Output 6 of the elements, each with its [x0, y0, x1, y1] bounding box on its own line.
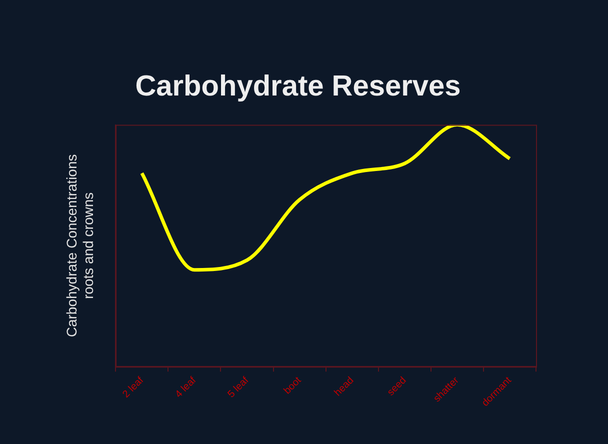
- x-tick-label: boot: [282, 374, 304, 397]
- y-axis-title: Carbohydrate Concentrations roots and crowns: [63, 154, 96, 338]
- x-tick-label: 2 leaf: [120, 374, 146, 400]
- chart-title: Carbohydrate Reserves: [135, 70, 461, 102]
- x-tick-label: 4 leaf: [173, 374, 199, 400]
- x-tick-label: 5 leaf: [226, 374, 252, 400]
